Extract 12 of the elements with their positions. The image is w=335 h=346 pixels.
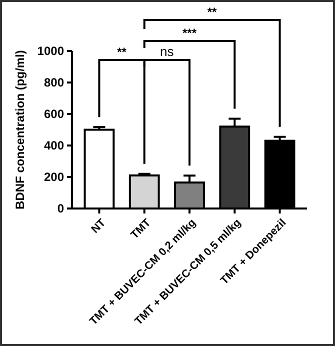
text: ***	[182, 26, 197, 40]
annotation: **	[117, 45, 127, 59]
y-tick-label: 600	[44, 107, 64, 122]
y-tick-label: 0	[57, 202, 64, 216]
y-tick-label: 1000	[37, 44, 64, 58]
annotation: ns	[160, 44, 174, 59]
text: **	[207, 5, 218, 19]
y-axis-title: BDNF concentration (pg/ml)	[13, 50, 27, 210]
y-tick-label: 200	[44, 170, 64, 184]
y-tick-label: 800	[44, 76, 64, 90]
x-tick-label: NT	[89, 216, 108, 236]
y-tick-label: 400	[44, 138, 64, 153]
